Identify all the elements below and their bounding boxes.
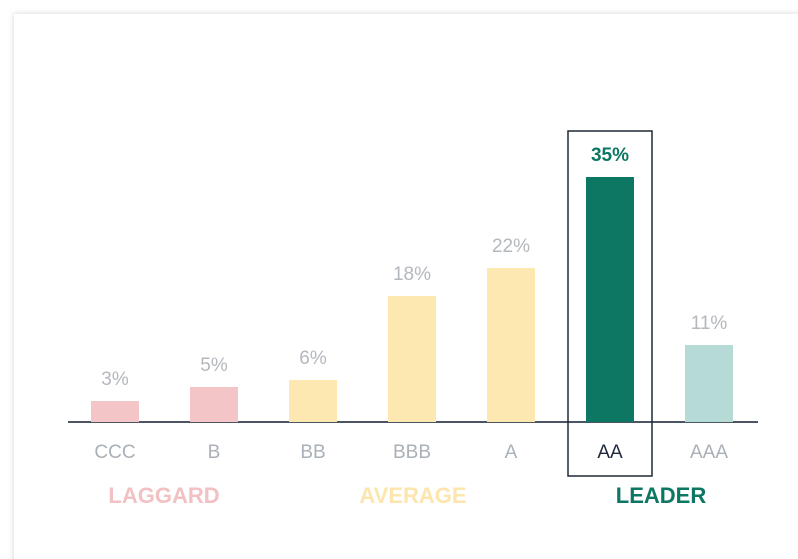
group-label: LEADER bbox=[616, 483, 707, 508]
bar bbox=[487, 268, 535, 422]
highlight-box bbox=[567, 130, 653, 477]
value-label: 6% bbox=[299, 348, 327, 369]
category-label: BB bbox=[300, 442, 325, 463]
bar bbox=[685, 345, 733, 422]
value-label: 11% bbox=[691, 313, 728, 334]
category-label: AA bbox=[597, 442, 623, 463]
category-label: BBB bbox=[393, 442, 431, 463]
bar bbox=[190, 387, 238, 422]
bar bbox=[388, 296, 436, 422]
card bbox=[14, 14, 798, 559]
bar bbox=[586, 177, 634, 422]
category-label: AAA bbox=[690, 442, 728, 463]
category-label: A bbox=[505, 442, 518, 463]
value-label: 35% bbox=[591, 145, 629, 166]
bar bbox=[289, 380, 337, 422]
value-label: 3% bbox=[101, 369, 129, 390]
value-label: 5% bbox=[200, 355, 228, 376]
bar bbox=[91, 401, 139, 422]
group-label: AVERAGE bbox=[359, 483, 466, 508]
value-label: 22% bbox=[492, 236, 530, 257]
category-label: CCC bbox=[94, 442, 135, 463]
group-label: LAGGARD bbox=[108, 483, 219, 508]
category-label: B bbox=[208, 442, 221, 463]
value-label: 18% bbox=[393, 264, 431, 285]
